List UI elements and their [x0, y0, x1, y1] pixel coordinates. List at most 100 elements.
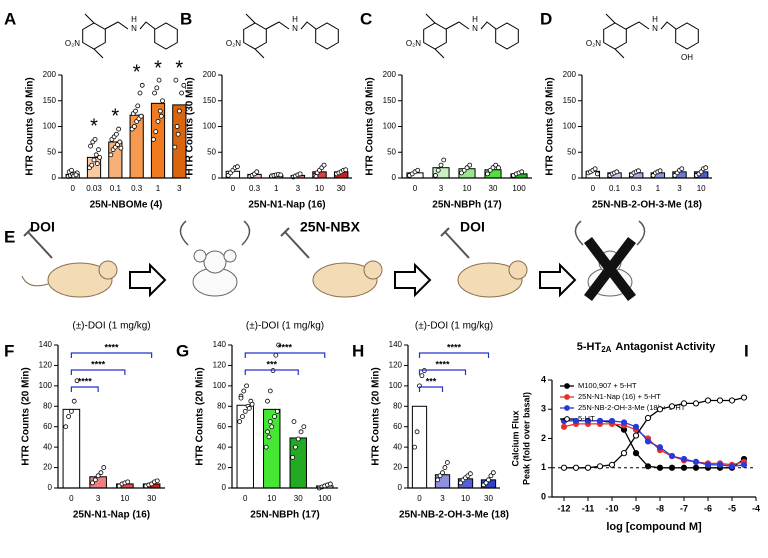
x-tick-label: 3 — [677, 184, 682, 193]
significance-label: **** — [278, 342, 293, 352]
panel-label: C — [360, 9, 372, 28]
data-point — [66, 414, 71, 419]
y-tick-label: 200 — [383, 70, 397, 79]
x-tick-label: 10 — [697, 184, 706, 193]
data-point — [442, 465, 448, 470]
y-tick-label: 100 — [213, 381, 227, 390]
y-axis-label: HTR Counts (30 Min) — [25, 77, 36, 175]
data-point — [488, 473, 494, 479]
y-tick-label: 0 — [541, 491, 546, 501]
panel-label: A — [4, 9, 16, 28]
data-point — [238, 395, 244, 401]
data-point — [636, 168, 641, 174]
x-tick-label: 10 — [315, 184, 324, 193]
data-point — [668, 403, 676, 410]
molecule-bonds — [603, 13, 699, 59]
x-tick-label: 10 — [461, 494, 470, 503]
data-point — [113, 131, 119, 137]
data-point — [656, 464, 664, 471]
y-tick-label: 100 — [389, 381, 403, 390]
data-point — [153, 129, 159, 135]
data-point — [89, 162, 95, 168]
legend-label: 25N-NB-2-OH-3-Me (18) + 5-HT — [578, 403, 686, 412]
data-point — [91, 157, 97, 163]
data-point — [290, 454, 296, 460]
data-point — [680, 464, 688, 471]
data-point — [644, 463, 652, 470]
data-point — [154, 478, 160, 484]
y-tick-label: 50 — [207, 147, 216, 156]
data-point — [596, 417, 604, 425]
x-tick-label: -12 — [557, 503, 570, 513]
data-point — [490, 470, 496, 476]
y-tick-label: 60 — [393, 422, 402, 431]
y-tick-label: 100 — [563, 122, 577, 131]
data-point — [496, 165, 501, 171]
data-point — [267, 419, 273, 425]
x-tick-label: 3 — [177, 184, 182, 193]
data-point — [415, 167, 421, 173]
x-tick-label: 0.1 — [110, 184, 122, 193]
amine-n: N — [292, 24, 298, 33]
x-tick-label: 10 — [463, 184, 472, 193]
data-point — [179, 90, 184, 96]
y-tick-label: 150 — [383, 96, 397, 105]
panel-label: I — [744, 341, 749, 360]
data-point — [108, 152, 114, 158]
arrow — [129, 262, 167, 298]
mouse — [457, 260, 528, 298]
x-tick-label: 0 — [413, 184, 418, 193]
x-tick-label: 100 — [512, 184, 526, 193]
axes — [221, 75, 352, 179]
nitro-label: O₂N — [226, 39, 241, 48]
y-axis-label: HTR Counts (30 Min) — [545, 77, 556, 175]
data-point — [704, 397, 712, 404]
data-point — [69, 167, 74, 173]
data-point — [92, 477, 98, 483]
significance-star: * — [154, 57, 162, 79]
molecule-bonds — [423, 13, 519, 59]
data-point — [101, 465, 107, 470]
x-tick-label: 30 — [484, 494, 493, 503]
x-tick-label: 30 — [147, 494, 156, 503]
data-point — [137, 90, 143, 96]
data-point — [88, 143, 93, 149]
amine-h: H — [131, 15, 137, 24]
data-point — [560, 464, 568, 471]
data-point — [716, 461, 724, 468]
data-point — [572, 464, 580, 471]
significance-star: * — [111, 105, 119, 127]
x-axis-label: 25N-NBOMe (4) — [90, 200, 163, 211]
data-point — [433, 173, 438, 178]
y-tick-label: 1 — [541, 462, 546, 472]
data-point — [698, 169, 704, 175]
syringe — [280, 227, 310, 259]
significance-bracket — [244, 352, 326, 358]
significance-label: **** — [78, 376, 93, 386]
data-point — [656, 444, 664, 451]
molecule-bonds — [82, 13, 178, 59]
x-tick-label: 30 — [337, 184, 346, 193]
title-rest: Antagonist Activity — [615, 341, 716, 353]
y-tick-label: 100 — [43, 122, 57, 131]
data-point — [116, 126, 122, 132]
nitro-label: O₂N — [65, 39, 80, 48]
data-point — [692, 458, 700, 465]
chart-title: 5-HT2A Antagonist Activity — [577, 341, 716, 354]
data-point — [644, 438, 652, 445]
data-point — [584, 417, 592, 425]
data-point — [656, 406, 664, 413]
data-point — [98, 470, 104, 476]
significance-bracket — [418, 352, 490, 358]
x-tick-label: 0 — [70, 184, 75, 193]
chart-title: (±)-DOI (1 mg/kg) — [415, 321, 493, 332]
data-point — [156, 77, 162, 83]
data-point — [272, 414, 277, 419]
significance-star: * — [133, 62, 141, 84]
data-point — [608, 417, 616, 425]
legend-marker — [564, 394, 570, 400]
data-point — [93, 152, 99, 158]
data-point — [254, 169, 260, 175]
data-point — [138, 113, 144, 119]
y-tick-label: 80 — [43, 401, 52, 410]
